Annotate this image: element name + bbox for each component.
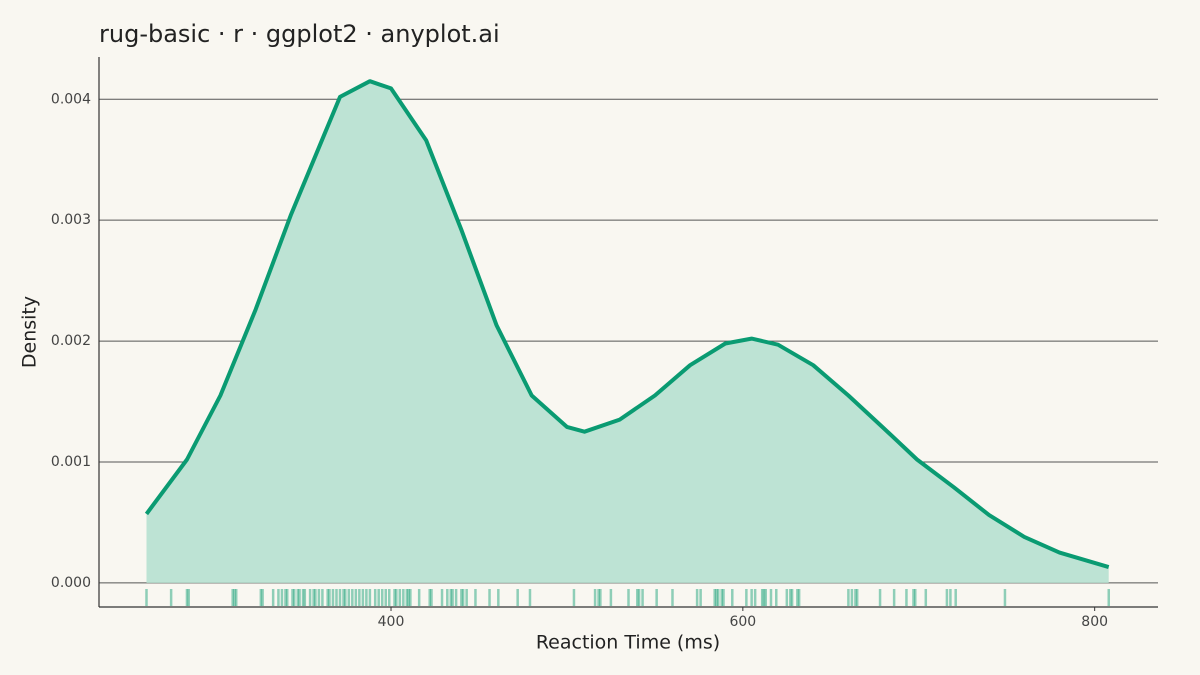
y-tick-label: 0.000: [51, 575, 91, 591]
x-tick-label: 800: [1081, 614, 1108, 630]
x-axis-label: Reaction Time (ms): [536, 632, 720, 654]
x-tick-label: 600: [729, 614, 756, 630]
y-tick-label: 0.001: [51, 454, 91, 470]
x-tick-label: 400: [378, 614, 405, 630]
y-tick-label: 0.003: [51, 212, 91, 228]
y-tick-label: 0.002: [51, 333, 91, 349]
y-tick-label: 0.004: [51, 91, 91, 107]
density-area: [146, 81, 1109, 583]
chart-title: rug-basic · r · ggplot2 · anyplot.ai: [99, 20, 500, 48]
density-line: [144, 79, 1110, 570]
y-axis-label: Density: [19, 296, 41, 368]
